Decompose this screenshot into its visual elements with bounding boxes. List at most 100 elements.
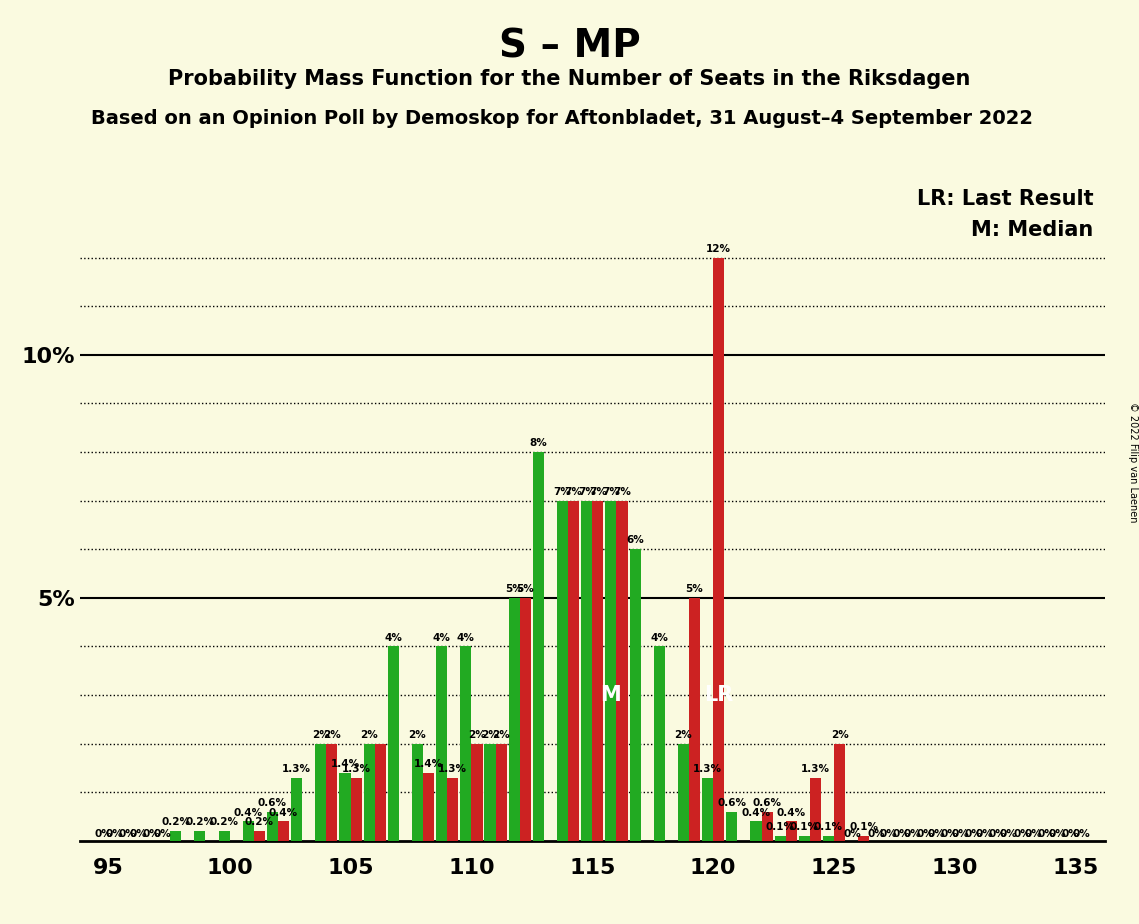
Text: 2%: 2% bbox=[468, 730, 486, 740]
Bar bbox=[495, 744, 507, 841]
Text: 7%: 7% bbox=[601, 487, 620, 497]
Text: 4%: 4% bbox=[433, 633, 451, 642]
Bar bbox=[484, 744, 495, 841]
Text: 0%: 0% bbox=[989, 829, 1007, 839]
Bar bbox=[762, 811, 772, 841]
Bar bbox=[436, 647, 448, 841]
Text: M: Median: M: Median bbox=[972, 220, 1093, 240]
Text: 2%: 2% bbox=[312, 730, 329, 740]
Text: 2%: 2% bbox=[830, 730, 849, 740]
Text: 0.1%: 0.1% bbox=[850, 822, 878, 833]
Bar bbox=[605, 501, 616, 841]
Text: 1.3%: 1.3% bbox=[342, 764, 370, 773]
Bar bbox=[581, 501, 592, 841]
Text: 2%: 2% bbox=[674, 730, 693, 740]
Text: 1.3%: 1.3% bbox=[439, 764, 467, 773]
Text: 0%: 0% bbox=[1062, 829, 1079, 839]
Text: 4%: 4% bbox=[650, 633, 669, 642]
Text: 6%: 6% bbox=[626, 535, 644, 545]
Bar bbox=[822, 836, 834, 841]
Text: 8%: 8% bbox=[530, 438, 547, 448]
Text: 7%: 7% bbox=[613, 487, 631, 497]
Bar bbox=[568, 501, 580, 841]
Text: M: M bbox=[600, 685, 621, 705]
Bar bbox=[727, 811, 737, 841]
Text: 0%: 0% bbox=[1024, 829, 1042, 839]
Bar bbox=[460, 647, 472, 841]
Text: 0%: 0% bbox=[95, 829, 112, 839]
Bar bbox=[375, 744, 386, 841]
Bar bbox=[195, 831, 205, 841]
Bar bbox=[472, 744, 483, 841]
Bar bbox=[519, 598, 531, 841]
Bar bbox=[254, 831, 265, 841]
Text: 0%: 0% bbox=[1073, 829, 1090, 839]
Text: 5%: 5% bbox=[686, 584, 704, 594]
Text: 1.4%: 1.4% bbox=[415, 759, 443, 769]
Bar bbox=[533, 452, 544, 841]
Text: 0%: 0% bbox=[892, 829, 910, 839]
Text: 1.3%: 1.3% bbox=[694, 764, 722, 773]
Bar bbox=[316, 744, 327, 841]
Text: 0%: 0% bbox=[927, 829, 945, 839]
Bar bbox=[351, 778, 361, 841]
Bar bbox=[810, 778, 821, 841]
Bar bbox=[292, 778, 302, 841]
Text: 0%: 0% bbox=[130, 829, 147, 839]
Bar bbox=[509, 598, 519, 841]
Text: 0.1%: 0.1% bbox=[789, 822, 819, 833]
Text: 0%: 0% bbox=[154, 829, 172, 839]
Text: 2%: 2% bbox=[409, 730, 426, 740]
Text: 7%: 7% bbox=[554, 487, 572, 497]
Text: 7%: 7% bbox=[589, 487, 607, 497]
Text: 0%: 0% bbox=[142, 829, 161, 839]
Text: 1.4%: 1.4% bbox=[330, 759, 360, 769]
Text: 0.6%: 0.6% bbox=[257, 797, 287, 808]
Text: 0%: 0% bbox=[1048, 829, 1066, 839]
Text: 0%: 0% bbox=[118, 829, 137, 839]
Text: © 2022 Filip van Laenen: © 2022 Filip van Laenen bbox=[1129, 402, 1138, 522]
Bar bbox=[267, 811, 278, 841]
Bar bbox=[798, 836, 810, 841]
Bar bbox=[170, 831, 181, 841]
Bar bbox=[713, 258, 724, 841]
Text: Probability Mass Function for the Number of Seats in the Riksdagen: Probability Mass Function for the Number… bbox=[169, 69, 970, 90]
Text: 0.1%: 0.1% bbox=[814, 822, 843, 833]
Bar bbox=[786, 821, 797, 841]
Text: 0%: 0% bbox=[879, 829, 896, 839]
Text: 2%: 2% bbox=[323, 730, 341, 740]
Bar bbox=[243, 821, 254, 841]
Text: LR: LR bbox=[704, 685, 734, 705]
Text: 0%: 0% bbox=[951, 829, 969, 839]
Text: 0.4%: 0.4% bbox=[741, 808, 770, 818]
Text: 7%: 7% bbox=[565, 487, 583, 497]
Bar bbox=[616, 501, 628, 841]
Bar bbox=[775, 836, 786, 841]
Text: 4%: 4% bbox=[457, 633, 475, 642]
Text: 0%: 0% bbox=[868, 829, 886, 839]
Text: 1.3%: 1.3% bbox=[801, 764, 830, 773]
Bar bbox=[592, 501, 604, 841]
Bar bbox=[858, 836, 869, 841]
Text: 5%: 5% bbox=[516, 584, 534, 594]
Text: 0%: 0% bbox=[1013, 829, 1031, 839]
Bar bbox=[412, 744, 423, 841]
Text: 0.4%: 0.4% bbox=[233, 808, 263, 818]
Text: 0%: 0% bbox=[903, 829, 921, 839]
Text: 0%: 0% bbox=[1000, 829, 1018, 839]
Bar bbox=[689, 598, 700, 841]
Bar bbox=[557, 501, 568, 841]
Text: 2%: 2% bbox=[492, 730, 510, 740]
Text: 0.1%: 0.1% bbox=[765, 822, 795, 833]
Text: 0%: 0% bbox=[976, 829, 993, 839]
Text: 0.4%: 0.4% bbox=[269, 808, 298, 818]
Text: 0.6%: 0.6% bbox=[753, 797, 781, 808]
Text: 4%: 4% bbox=[384, 633, 402, 642]
Text: 1.3%: 1.3% bbox=[282, 764, 311, 773]
Text: 0%: 0% bbox=[941, 829, 958, 839]
Text: 7%: 7% bbox=[577, 487, 596, 497]
Bar bbox=[702, 778, 713, 841]
Text: 0%: 0% bbox=[844, 829, 861, 839]
Text: S – MP: S – MP bbox=[499, 28, 640, 66]
Text: 5%: 5% bbox=[506, 584, 523, 594]
